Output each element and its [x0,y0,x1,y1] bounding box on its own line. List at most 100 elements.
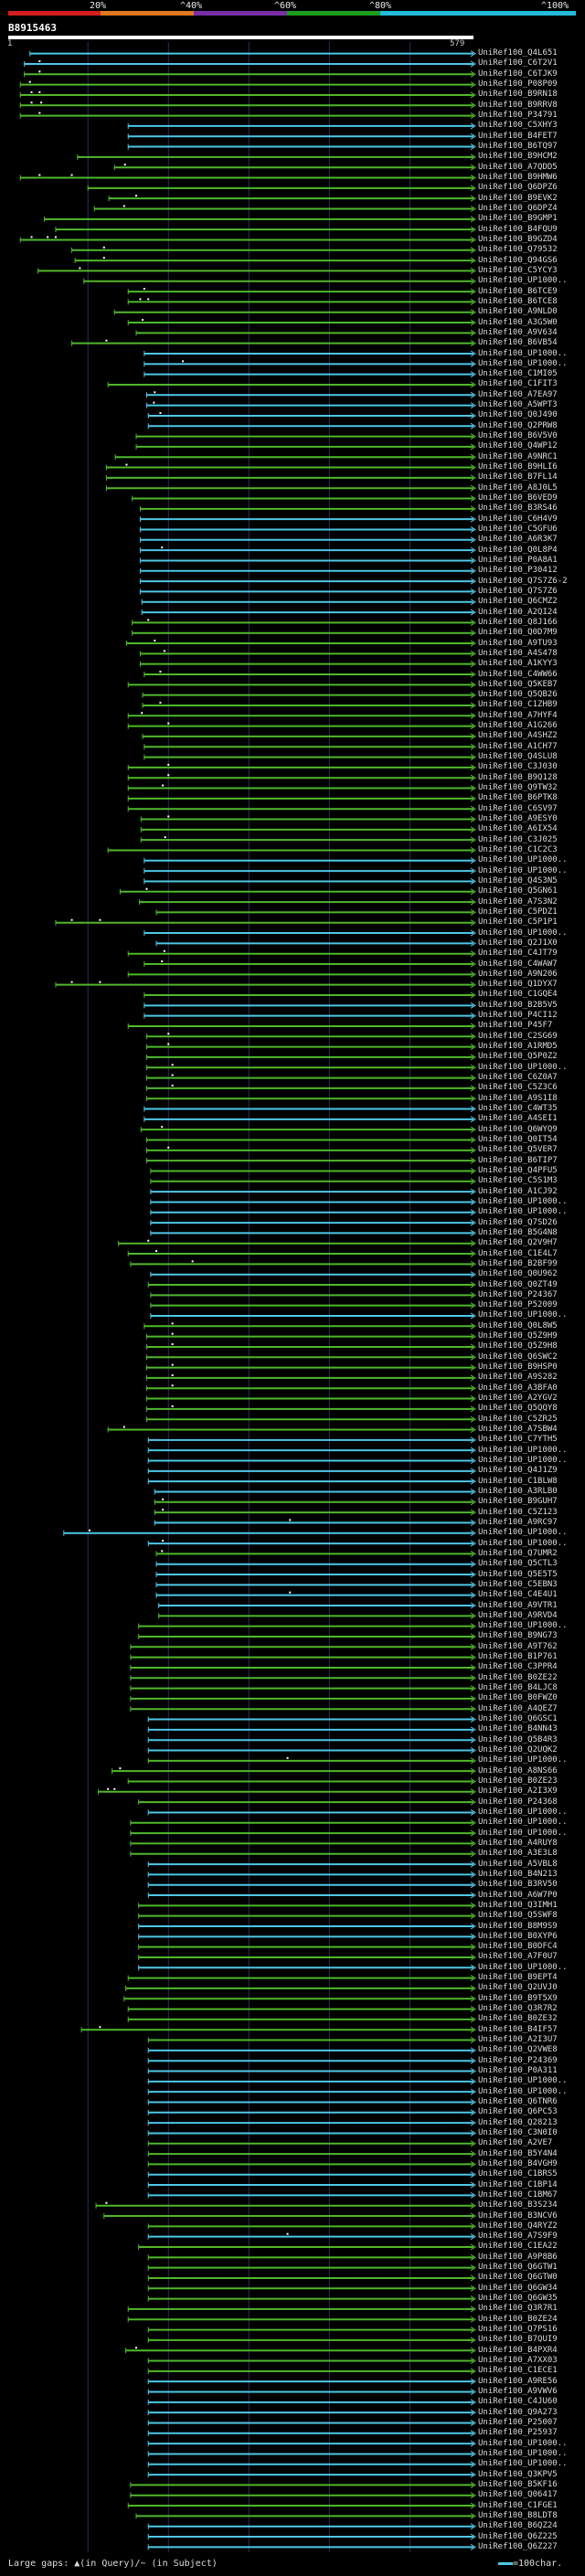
hit-label[interactable]: UniRef100_A7EA97 [478,389,558,399]
hit-label[interactable]: UniRef100_UP1000.. [478,1828,568,1838]
hit-label[interactable]: UniRef100_B2BF99 [478,1258,558,1268]
hit-label[interactable]: UniRef100_B7QUI9 [478,2335,558,2345]
hit-label[interactable]: UniRef100_Q3IMH1 [478,1900,558,1910]
hit-label[interactable]: UniRef100_UP1000.. [478,276,568,286]
hit-label[interactable]: UniRef100_B3RV50 [478,1880,558,1890]
hit-label[interactable]: UniRef100_C1ZHB9 [478,700,558,710]
hit-label[interactable]: UniRef100_UP1000.. [478,2448,568,2458]
hit-label[interactable]: UniRef100_B0ZE23 [478,1776,558,1786]
hit-label[interactable]: UniRef100_Q79532 [478,245,558,255]
hit-label[interactable]: UniRef100_Q4L651 [478,48,558,58]
hit-label[interactable]: UniRef100_P24367 [478,1289,558,1299]
hit-label[interactable]: UniRef100_Q2J1X0 [478,938,558,948]
hit-label[interactable]: UniRef100_Q0U962 [478,1269,558,1279]
hit-label[interactable]: UniRef100_C4E4U1 [478,1590,558,1600]
hit-label[interactable]: UniRef100_C1GQE4 [478,990,558,1000]
hit-label[interactable]: UniRef100_C1BM67 [478,2189,558,2200]
hit-label[interactable]: UniRef100_A1CJ92 [478,1186,558,1196]
hit-label[interactable]: UniRef100_B4NN43 [478,1724,558,1734]
hit-label[interactable]: UniRef100_Q8J166 [478,617,558,627]
hit-label[interactable]: UniRef100_C1E4L7 [478,1248,558,1258]
hit-label[interactable]: UniRef100_Q4RYZ2 [478,2221,558,2231]
hit-label[interactable]: UniRef100_A9VTR1 [478,1600,558,1610]
hit-label[interactable]: UniRef100_Q4PFU5 [478,1165,558,1175]
hit-label[interactable]: UniRef100_A3RLB0 [478,1486,558,1496]
hit-label[interactable]: UniRef100_C5S1M3 [478,1176,558,1186]
hit-label[interactable]: UniRef100_Q0ZT49 [478,1279,558,1289]
hit-label[interactable]: UniRef100_P0A311 [478,2066,558,2075]
hit-label[interactable]: UniRef100_UP1000.. [478,1621,568,1631]
hit-label[interactable]: UniRef100_P52009 [478,1300,558,1310]
hit-label[interactable]: UniRef100_A9S282 [478,1373,558,1383]
hit-label[interactable]: UniRef100_B4FET7 [478,131,558,141]
hit-label[interactable]: UniRef100_B9GUH7 [478,1497,558,1507]
hit-label[interactable]: UniRef100_B7FL14 [478,472,558,482]
hit-label[interactable]: UniRef100_A9RE56 [478,2376,558,2386]
hit-label[interactable]: UniRef100_C1C2C3 [478,844,558,854]
hit-label[interactable]: UniRef100_Q0J490 [478,410,558,420]
hit-label[interactable]: UniRef100_A9P8B6 [478,2252,558,2262]
hit-label[interactable]: UniRef100_Q6GSC1 [478,1714,558,1724]
hit-label[interactable]: UniRef100_Q0L8P4 [478,545,558,555]
hit-label[interactable]: UniRef100_Q6SWC2 [478,1352,558,1362]
hit-label[interactable]: UniRef100_B9HSP0 [478,1362,558,1373]
hit-label[interactable]: UniRef100_A6R3K7 [478,535,558,545]
hit-label[interactable]: UniRef100_B0ZE32 [478,2014,558,2024]
hit-label[interactable]: UniRef100_Q94GS6 [478,255,558,265]
hit-label[interactable]: UniRef100_UP1000.. [478,1062,568,1072]
hit-label[interactable]: UniRef100_B3S234 [478,2200,558,2210]
hit-label[interactable]: UniRef100_Q3KPV5 [478,2469,558,2479]
hit-label[interactable]: UniRef100_A9VWV6 [478,2387,558,2396]
hit-label[interactable]: UniRef100_C4JU60 [478,2397,558,2407]
hit-label[interactable]: UniRef100_A8NS66 [478,1765,558,1776]
hit-label[interactable]: UniRef100_UP1000.. [478,1538,568,1548]
hit-label[interactable]: UniRef100_UP1000.. [478,2459,568,2469]
hit-label[interactable]: UniRef100_B6VB54 [478,338,558,348]
hit-label[interactable]: UniRef100_P24368 [478,1797,558,1807]
hit-label[interactable]: UniRef100_Q6GW35 [478,2294,558,2304]
hit-label[interactable]: UniRef100_UP1000.. [478,1207,568,1217]
hit-label[interactable]: UniRef100_UP1000.. [478,1755,568,1765]
hit-label[interactable]: UniRef100_UP1000.. [478,865,568,875]
hit-label[interactable]: UniRef100_C7YTH5 [478,1435,558,1445]
hit-label[interactable]: UniRef100_A3E3L8 [478,1849,558,1859]
hit-label[interactable]: UniRef100_A2YGV2 [478,1394,558,1404]
hit-label[interactable]: UniRef100_C6Z0A7 [478,1073,558,1083]
hit-label[interactable]: UniRef100_A9T762 [478,1641,558,1651]
hit-label[interactable]: UniRef100_B0XYP6 [478,1931,558,1941]
hit-label[interactable]: UniRef100_A4QEZ7 [478,1703,558,1713]
hit-label[interactable]: UniRef100_Q6GTW0 [478,2273,558,2283]
hit-label[interactable]: UniRef100_C5P1P1 [478,917,558,928]
hit-label[interactable]: UniRef100_UP1000.. [478,358,568,368]
hit-label[interactable]: UniRef100_B3NCV6 [478,2210,558,2221]
hit-label[interactable]: UniRef100_C4WAW7 [478,959,558,969]
hit-label[interactable]: UniRef100_Q6GW34 [478,2283,558,2293]
hit-label[interactable]: UniRef100_B0ZE22 [478,1672,558,1682]
hit-label[interactable]: UniRef100_P4CI12 [478,1011,558,1021]
hit-label[interactable]: UniRef100_A4SHZ2 [478,731,558,741]
hit-label[interactable]: UniRef100_Q6GTW1 [478,2263,558,2273]
hit-label[interactable]: UniRef100_B9HCM2 [478,152,558,162]
hit-label[interactable]: UniRef100_B9GMP1 [478,214,558,224]
hit-label[interactable]: UniRef100_A7XX03 [478,2356,558,2366]
hit-label[interactable]: UniRef100_Q6PC53 [478,2107,558,2117]
hit-label[interactable]: UniRef100_C1BLW8 [478,1476,558,1486]
hit-label[interactable]: UniRef100_P34791 [478,111,558,121]
hit-label[interactable]: UniRef100_A4S478 [478,648,558,658]
hit-label[interactable]: UniRef100_Q2UVJ0 [478,1983,558,1993]
hit-label[interactable]: UniRef100_Q06417 [478,2490,558,2500]
hit-label[interactable]: UniRef100_B9Q128 [478,772,558,782]
hit-label[interactable]: UniRef100_C1BRS5 [478,2169,558,2179]
hit-label[interactable]: UniRef100_Q7PS16 [478,2325,558,2335]
hit-label[interactable]: UniRef100_A1CH77 [478,741,558,751]
hit-label[interactable]: UniRef100_A9ESY0 [478,814,558,823]
hit-label[interactable]: UniRef100_A7S9F9 [478,2231,558,2242]
hit-label[interactable]: UniRef100_A5WPT3 [478,400,558,410]
hit-label[interactable]: UniRef100_C1ECE1 [478,2366,558,2376]
hit-label[interactable]: UniRef100_Q2UQK2 [478,1745,558,1755]
hit-label[interactable]: UniRef100_Q7UMR2 [478,1548,558,1558]
hit-label[interactable]: UniRef100_A9N206 [478,969,558,979]
hit-label[interactable]: UniRef100_C6H4V9 [478,514,558,524]
hit-label[interactable]: UniRef100_B9NG73 [478,1631,558,1641]
hit-label[interactable]: UniRef100_B6TIP7 [478,1155,558,1165]
